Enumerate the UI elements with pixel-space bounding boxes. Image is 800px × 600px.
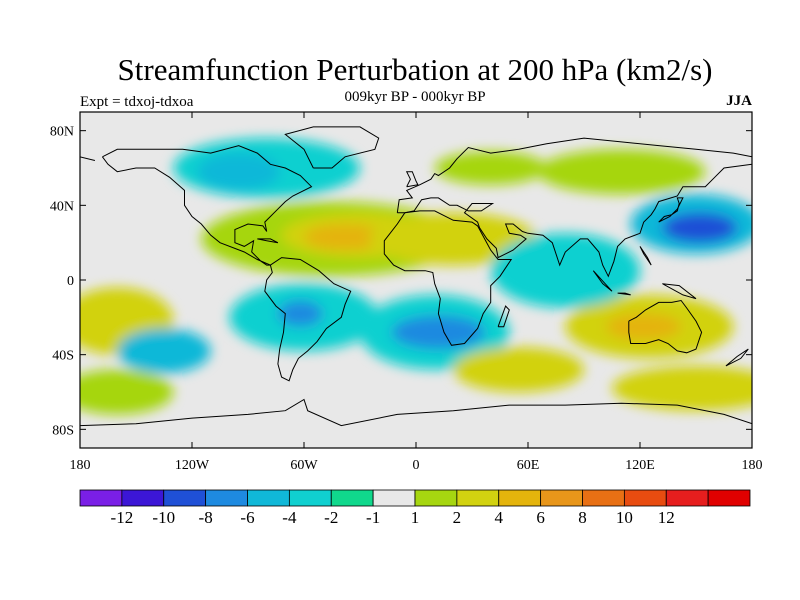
coastline (662, 283, 697, 300)
colorbar-swatch (414, 489, 458, 507)
chart-title: Streamfunction Perturbation at 200 hPa (… (117, 52, 713, 87)
x-tick-label: 180 (70, 458, 91, 473)
coastline (284, 126, 380, 169)
coastline (80, 398, 752, 427)
colorbar-label: 6 (536, 508, 545, 527)
anomaly-blob (606, 313, 682, 340)
y-tick-label: 0 (67, 274, 74, 289)
colorbar-label: -8 (199, 508, 213, 527)
colorbar-swatch (372, 489, 416, 507)
anomaly-blob (369, 212, 538, 266)
colorbar-swatch (79, 489, 123, 507)
coastline (658, 197, 684, 223)
colorbar-label: 4 (495, 508, 504, 527)
colorbar-label: 12 (658, 508, 675, 527)
colorbar-swatch (540, 489, 583, 507)
anomaly-blob (197, 153, 280, 191)
anomaly-blob (117, 328, 211, 374)
anomaly-blob (277, 300, 323, 327)
anomaly-blob (537, 149, 706, 195)
coastline (592, 270, 613, 292)
colorbar-label: -4 (282, 508, 297, 527)
y-tick-label: 80S (52, 423, 74, 438)
x-tick-label: 60W (290, 458, 318, 473)
colorbar-swatch (205, 489, 248, 507)
anomaly-blob (662, 212, 738, 243)
experiment-label: Expt = tdxoj-tdxoa (80, 94, 194, 110)
anomaly-blob (612, 365, 752, 411)
colorbar-swatch (288, 489, 332, 507)
colorbar-swatch (498, 489, 542, 507)
coastline (405, 171, 419, 188)
colorbar-swatch (623, 489, 667, 507)
colorbar-label: -2 (324, 508, 338, 527)
anomaly-blob (391, 315, 486, 350)
x-tick-label: 120W (175, 458, 210, 473)
coastlines (80, 126, 752, 427)
anomaly-field (80, 138, 752, 415)
colorbar-swatch (330, 489, 374, 507)
x-tick-label: 180 (742, 458, 763, 473)
colorbar-label: 8 (578, 508, 587, 527)
anomaly-blob (453, 347, 584, 392)
coastline (383, 210, 513, 346)
axis-ticks: 180 120W 60W 0 60E 120E 180 80N 40N 0 40S 80S (50, 112, 763, 473)
coastline (396, 137, 752, 213)
coastline (725, 348, 749, 367)
coastline (628, 299, 703, 354)
colorbar-swatch (247, 489, 290, 507)
colorbar-swatch (707, 489, 751, 507)
y-tick-label: 40S (52, 349, 74, 364)
coastline (264, 257, 352, 382)
coastline (80, 156, 96, 161)
anomaly-blob (434, 151, 547, 185)
colorbar-label: 10 (616, 508, 633, 527)
colorbar-swatch (121, 489, 165, 507)
x-tick-label: 120E (625, 458, 655, 473)
coastline (101, 145, 313, 266)
coastline (257, 238, 279, 244)
colorbar-label: -12 (111, 508, 134, 527)
colorbar-swatch (582, 489, 625, 507)
colorbar-label: 2 (453, 508, 462, 527)
x-tick-label: 0 (413, 458, 420, 473)
coastline (497, 305, 510, 328)
colorbar: -12 -10 -8 -6 -4 -2 -1 1 2 4 6 8 10 12 (79, 489, 751, 527)
coastline (617, 292, 631, 296)
colorbar-label: 1 (411, 508, 420, 527)
colorbar-swatch (456, 489, 500, 507)
anomaly-blob (80, 369, 174, 415)
season-label: JJA (726, 93, 752, 109)
colorbar-label: -6 (240, 508, 254, 527)
coastline (397, 163, 752, 278)
colorbar-swatch (665, 489, 709, 507)
x-tick-label: 60E (517, 458, 540, 473)
anomaly-blob (304, 224, 387, 251)
colorbar-label: -10 (152, 508, 175, 527)
colorbar-swatch (163, 489, 207, 507)
coastline (639, 246, 652, 266)
chart-subtitle: 009kyr BP - 000kyr BP (344, 89, 486, 105)
y-tick-label: 40N (50, 199, 74, 214)
y-tick-label: 80N (50, 125, 74, 140)
anomaly-blob (490, 233, 640, 308)
colorbar-label: -1 (366, 508, 380, 527)
